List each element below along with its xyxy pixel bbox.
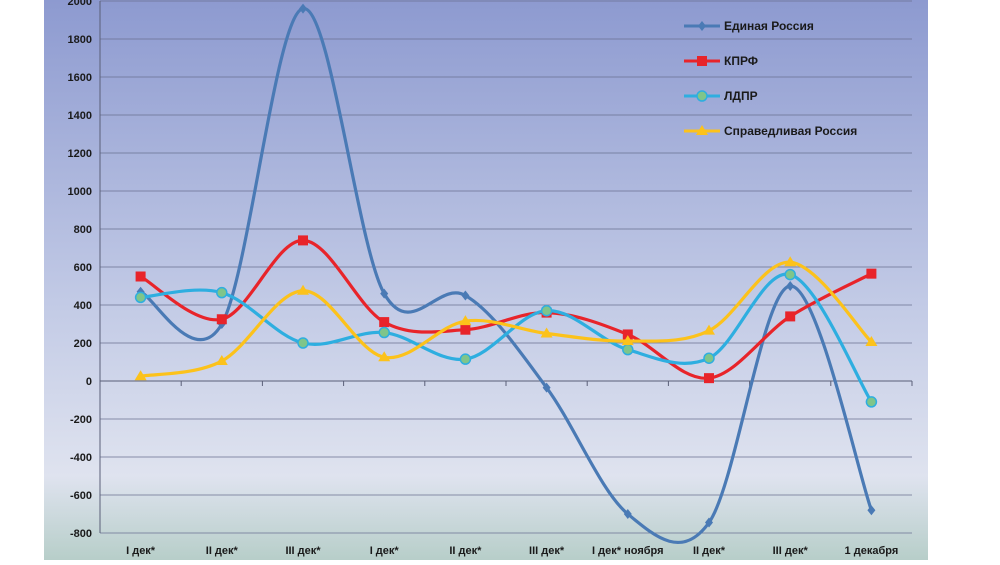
x-tick-label: III дек* xyxy=(529,545,565,557)
data-point-series-4 xyxy=(865,336,878,347)
x-tick-label: II дек* xyxy=(693,545,726,557)
data-point-series-3 xyxy=(784,268,796,281)
x-tick-label: III дек* xyxy=(285,545,321,557)
data-point-series-1 xyxy=(380,288,389,299)
plot-background xyxy=(44,0,928,560)
legend-swatch-marker xyxy=(698,21,706,31)
data-point-series-2 xyxy=(866,268,877,279)
y-tick-label: -600 xyxy=(70,490,92,502)
x-tick-label: II дек* xyxy=(449,545,482,557)
data-point-series-3 xyxy=(378,326,390,339)
chart-svg: -800 -600 -400 -200 0 200 400 600 800 1000 1200 140… xyxy=(44,0,928,560)
data-point-series-3 xyxy=(703,352,715,364)
y-tick-label: -200 xyxy=(70,414,92,426)
legend-swatch-marker xyxy=(696,125,708,135)
data-point-series-2 xyxy=(216,314,227,325)
series-line-1 xyxy=(139,7,873,545)
data-point-series-1 xyxy=(786,281,795,291)
data-point-series-2 xyxy=(379,317,390,328)
y-tick-label: 1000 xyxy=(68,186,92,198)
data-point-series-4 xyxy=(621,335,634,346)
data-point-series-1 xyxy=(867,505,876,516)
data-point-series-4 xyxy=(459,315,472,326)
data-point-series-4 xyxy=(378,351,391,362)
y-tick-label: 1800 xyxy=(68,34,92,46)
x-tick-label: I дек* xyxy=(370,545,400,557)
data-point-series-4 xyxy=(703,324,715,335)
y-tick-label: 400 xyxy=(74,300,92,312)
series-line-3 xyxy=(139,272,873,404)
series-markers xyxy=(134,3,878,528)
data-point-series-1 xyxy=(461,290,470,301)
data-point-series-1 xyxy=(299,3,307,14)
legend: Единая Россия КПРФ ЛДПР Справедливая Россия xyxy=(684,19,857,138)
series-line-4 xyxy=(139,260,873,378)
data-point-series-1 xyxy=(705,517,713,528)
y-tick-label: 1200 xyxy=(68,148,92,160)
data-point-series-4 xyxy=(134,370,147,381)
data-point-series-2 xyxy=(460,324,471,335)
data-point-series-4 xyxy=(784,256,797,267)
data-point-series-4 xyxy=(297,284,309,295)
legend-entry: КПРФ xyxy=(724,54,758,68)
data-point-series-2 xyxy=(785,311,796,322)
data-point-series-3 xyxy=(216,286,228,299)
x-tick-label: 1 декабря xyxy=(845,545,899,557)
line-chart: -800 -600 -400 -200 0 200 400 600 800 1000 1200 140… xyxy=(44,0,928,560)
data-point-series-3 xyxy=(297,337,309,349)
data-point-series-2 xyxy=(622,329,633,340)
y-tick-label: 800 xyxy=(74,224,92,236)
data-point-series-1 xyxy=(542,382,551,393)
data-point-series-2 xyxy=(704,373,714,384)
axes: -800 -600 -400 -200 0 200 400 600 800 1000 1200 140… xyxy=(68,0,913,557)
y-tick-label: -400 xyxy=(70,452,92,464)
data-point-series-3 xyxy=(622,343,634,356)
data-point-series-1 xyxy=(623,509,632,519)
series-line-2 xyxy=(139,238,873,380)
data-point-series-3 xyxy=(540,304,553,317)
data-point-series-3 xyxy=(459,353,472,365)
data-point-series-2 xyxy=(135,271,146,282)
y-tick-label: 200 xyxy=(74,338,92,350)
y-tick-label: 1600 xyxy=(68,72,92,84)
y-tick-label: 0 xyxy=(86,376,92,388)
legend-swatch-marker xyxy=(696,90,708,102)
y-tick-label: -800 xyxy=(70,528,92,540)
x-tick-label: III дек* xyxy=(773,545,809,557)
x-tick-label: I дек* ноября xyxy=(592,545,663,557)
series-lines xyxy=(139,7,873,545)
x-tick-label: I дек* xyxy=(126,545,156,557)
y-tick-label: 600 xyxy=(74,262,92,274)
data-point-series-4 xyxy=(215,355,228,366)
data-point-series-3 xyxy=(134,291,147,304)
x-tick-label: II дек* xyxy=(206,545,239,557)
legend-entry: Единая Россия xyxy=(724,19,814,33)
legend-entry: ЛДПР xyxy=(724,89,758,103)
data-point-series-2 xyxy=(298,235,308,246)
y-tick-label: 2000 xyxy=(68,0,92,8)
data-point-series-4 xyxy=(540,327,553,338)
data-point-series-3 xyxy=(865,396,878,408)
y-tick-label: 1400 xyxy=(68,110,92,122)
legend-swatch-marker xyxy=(697,56,707,66)
legend-entry: Справедливая Россия xyxy=(724,124,857,138)
